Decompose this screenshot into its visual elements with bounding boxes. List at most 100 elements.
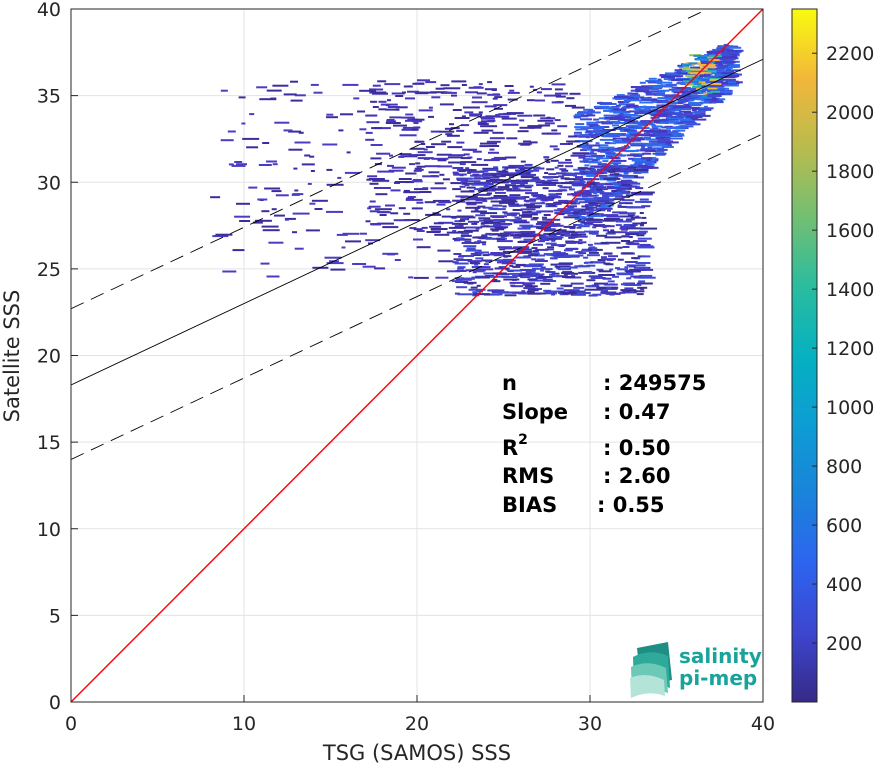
density-cell	[718, 55, 734, 58]
density-cell	[670, 115, 683, 118]
density-cell	[625, 133, 630, 136]
density-cell	[488, 253, 506, 256]
density-cell	[602, 274, 615, 276]
density-cell	[430, 187, 447, 190]
density-cell	[598, 146, 615, 149]
density-cell	[579, 180, 584, 182]
density-cell	[455, 278, 472, 281]
density-cell	[403, 191, 421, 194]
density-cell	[658, 134, 666, 137]
density-cell	[534, 234, 546, 237]
density-cell	[428, 106, 433, 109]
density-cell	[239, 220, 251, 222]
density-cell	[544, 176, 554, 179]
density-cell	[598, 117, 605, 120]
density-cell	[602, 277, 612, 280]
density-cell	[462, 242, 480, 244]
density-cell	[405, 119, 413, 122]
density-cell	[638, 230, 648, 233]
x-tick-label: 0	[65, 713, 77, 735]
density-cell	[591, 149, 601, 152]
density-cell	[703, 100, 709, 103]
density-cell	[576, 193, 592, 196]
density-cell	[620, 195, 630, 198]
density-cell	[438, 221, 454, 224]
density-cell	[708, 64, 723, 67]
density-cell	[700, 110, 705, 113]
density-cell	[592, 126, 604, 128]
density-cell	[413, 228, 423, 231]
density-cell	[398, 207, 406, 210]
density-cell	[471, 262, 481, 265]
density-cell	[690, 99, 695, 102]
density-cell	[502, 255, 512, 258]
density-cell	[720, 87, 726, 90]
density-cell	[634, 127, 650, 130]
density-cell	[653, 86, 663, 89]
density-cell	[446, 134, 460, 137]
density-cell	[467, 282, 474, 285]
density-cell	[242, 137, 260, 140]
density-cell	[591, 284, 599, 287]
density-cell	[619, 129, 624, 132]
density-cell	[556, 172, 566, 175]
density-cell	[441, 215, 451, 218]
density-cell	[595, 204, 601, 207]
density-cell	[625, 227, 642, 230]
density-cell	[481, 189, 496, 192]
density-cell	[419, 191, 432, 193]
density-cell	[577, 231, 585, 234]
density-cell	[430, 91, 448, 94]
density-cell	[626, 116, 640, 119]
density-cell	[377, 170, 395, 173]
density-cell	[540, 228, 556, 231]
density-cell	[558, 161, 573, 164]
density-cell	[447, 156, 463, 159]
density-cell	[559, 186, 567, 189]
density-cell	[293, 167, 298, 170]
colorbar-tick-label: 1200	[826, 338, 874, 360]
density-cell	[614, 96, 629, 99]
density-cell	[501, 117, 517, 120]
density-cell	[473, 86, 482, 89]
density-cell	[342, 232, 360, 235]
density-cell	[494, 267, 510, 270]
density-cell	[292, 231, 297, 234]
density-cell	[405, 172, 415, 175]
density-cell	[682, 97, 698, 100]
density-cell	[613, 198, 625, 201]
density-cell	[441, 140, 452, 143]
density-cell	[666, 116, 680, 119]
density-cell	[311, 199, 328, 202]
density-cell	[452, 261, 459, 264]
density-cell	[579, 143, 585, 146]
density-cell	[629, 118, 635, 121]
density-cell	[515, 263, 526, 266]
density-cell	[478, 217, 491, 220]
density-cell	[488, 207, 499, 210]
density-cell	[483, 263, 489, 266]
density-cell	[560, 210, 568, 213]
density-cell	[633, 169, 649, 171]
density-cell	[252, 221, 263, 224]
density-cell	[637, 237, 652, 240]
density-cell	[548, 173, 557, 176]
density-cell	[485, 232, 492, 235]
density-cell	[604, 116, 615, 119]
density-cell	[417, 79, 430, 82]
density-cell	[307, 182, 312, 185]
density-cell	[511, 278, 517, 281]
density-cell	[478, 111, 483, 114]
density-cell	[636, 234, 645, 237]
density-cell	[508, 164, 525, 167]
density-cell	[599, 138, 616, 141]
density-cell	[581, 171, 586, 174]
density-cell	[423, 148, 428, 151]
density-cell	[687, 112, 692, 115]
density-cell	[514, 216, 520, 219]
density-cell	[612, 211, 628, 214]
density-cell	[463, 153, 470, 156]
density-cell	[369, 91, 387, 94]
density-cell	[387, 164, 394, 167]
density-cell	[618, 202, 627, 205]
